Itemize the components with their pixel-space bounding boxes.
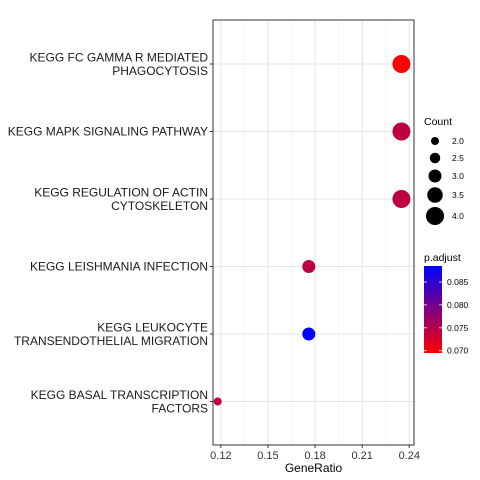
data-point bbox=[392, 55, 411, 73]
x-tick-label: 0.24 bbox=[399, 450, 420, 462]
y-tick-label: FACTORS bbox=[152, 401, 208, 415]
count-legend-key bbox=[428, 169, 442, 183]
data-point bbox=[302, 260, 316, 273]
y-tick-label: KEGG REGULATION OF ACTIN bbox=[34, 185, 208, 199]
count-legend-key bbox=[429, 152, 441, 164]
y-tick-label: KEGG BASAL TRANSCRIPTION bbox=[31, 388, 208, 402]
y-tick-label: PHAGOCYTOSIS bbox=[112, 64, 208, 78]
data-point bbox=[302, 327, 316, 341]
panel-background bbox=[213, 20, 414, 445]
p-adjust-colorbar bbox=[424, 266, 442, 353]
y-tick-label: KEGG LEUKOCYTE bbox=[97, 320, 208, 334]
x-tick-label: 0.12 bbox=[210, 450, 231, 462]
count-legend-key bbox=[431, 137, 439, 145]
plot-panel bbox=[212, 19, 415, 446]
data-point bbox=[392, 122, 411, 141]
panel-border bbox=[212, 19, 415, 446]
x-tick-label: 0.21 bbox=[351, 450, 372, 462]
count-legend-label: 4.0 bbox=[452, 211, 464, 221]
y-tick-label: KEGG MAPK SIGNALING PATHWAY bbox=[8, 125, 208, 139]
p-adjust-legend: p.adjust 0.070 0.075 0.080 0.085 bbox=[424, 252, 469, 356]
y-tick-label: KEGG FC GAMMA R MEDIATED bbox=[30, 50, 209, 64]
data-point bbox=[213, 397, 222, 406]
colorbar-label: 0.075 bbox=[447, 323, 469, 333]
p-adjust-legend-title: p.adjust bbox=[424, 252, 461, 264]
data-point bbox=[392, 190, 411, 208]
x-axis: 0.12 0.15 0.18 0.21 0.24 GeneRatio bbox=[210, 445, 420, 475]
x-tick-label: 0.18 bbox=[304, 450, 325, 462]
count-legend-label: 2.0 bbox=[452, 136, 464, 146]
colorbar-label: 0.070 bbox=[447, 346, 469, 356]
x-tick-label: 0.15 bbox=[257, 450, 278, 462]
count-legend-key bbox=[427, 187, 443, 203]
y-tick-label: KEGG LEISHMANIA INFECTION bbox=[30, 260, 208, 274]
count-legend-label: 3.0 bbox=[452, 171, 464, 181]
count-legend-label: 3.5 bbox=[452, 190, 464, 200]
colorbar-label: 0.080 bbox=[447, 300, 469, 310]
y-tick-label: TRANSENDOTHELIAL MIGRATION bbox=[14, 334, 208, 348]
y-tick-label: CYTOSKELETON bbox=[111, 199, 208, 213]
count-legend-title: Count bbox=[424, 116, 452, 128]
count-legend-key bbox=[426, 207, 444, 225]
x-axis-title: GeneRatio bbox=[285, 461, 343, 475]
colorbar-label: 0.085 bbox=[447, 277, 469, 287]
data-points bbox=[213, 55, 411, 406]
count-legend-label: 2.5 bbox=[452, 153, 464, 163]
